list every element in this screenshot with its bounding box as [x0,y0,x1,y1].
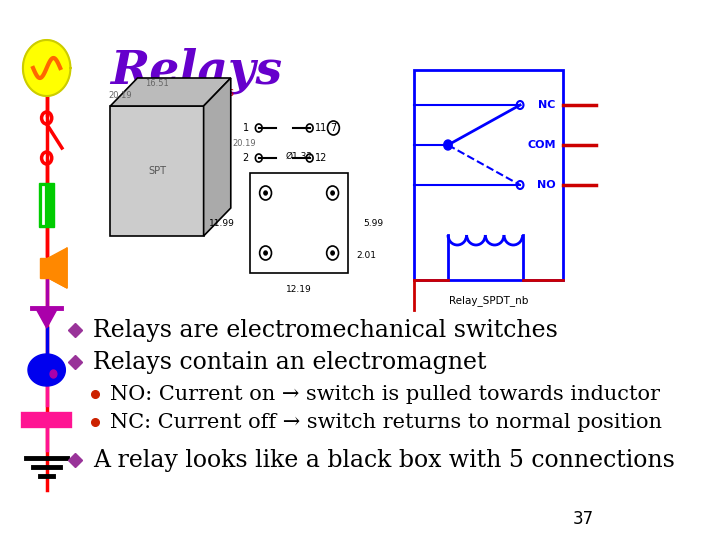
Text: 11: 11 [315,123,327,133]
Polygon shape [23,40,71,96]
Polygon shape [28,354,66,386]
Text: NO: Current on → switch is pulled towards inductor: NO: Current on → switch is pulled toward… [110,384,660,403]
Bar [414,70,562,280]
Bar [39,183,54,227]
Text: 5.99: 5.99 [363,219,383,227]
Circle shape [264,251,267,255]
Text: NC: Current off → switch returns to normal position: NC: Current off → switch returns to norm… [110,413,662,431]
Text: Relays: Relays [110,48,282,94]
Text: Relays are electromechanical switches: Relays are electromechanical switches [94,319,558,341]
Text: NO: NO [537,180,556,190]
Polygon shape [204,78,231,236]
Text: SPT: SPT [148,166,166,176]
Text: 2: 2 [243,153,248,163]
Text: 12: 12 [315,153,327,163]
Text: 20.19: 20.19 [233,138,256,147]
Text: 12.19: 12.19 [286,285,312,294]
Circle shape [50,370,57,378]
Circle shape [331,251,334,255]
Text: 16.51: 16.51 [145,79,168,88]
Bar [251,173,348,273]
Text: 37: 37 [573,510,594,528]
Text: 11.99: 11.99 [209,219,235,227]
Bar [40,258,48,278]
Text: Relay_SPDT_nb: Relay_SPDT_nb [449,295,528,306]
Text: Ø1.32: Ø1.32 [286,152,312,161]
Polygon shape [48,248,67,288]
Text: A relay looks like a black box with 5 connections: A relay looks like a black box with 5 co… [94,449,675,471]
Text: Relays contain an electromagnet: Relays contain an electromagnet [94,350,487,374]
Circle shape [331,191,334,195]
Polygon shape [110,106,204,236]
Text: 1: 1 [243,123,248,133]
Text: 2.01: 2.01 [356,251,377,260]
Text: T7C Series: T7C Series [171,86,234,99]
Text: COM: COM [527,140,556,150]
Text: 7: 7 [330,123,336,133]
Circle shape [264,191,267,195]
Text: 20.19: 20.19 [109,91,132,100]
Polygon shape [35,308,58,328]
Circle shape [444,140,452,150]
Text: NC: NC [539,100,556,110]
Polygon shape [110,78,231,106]
